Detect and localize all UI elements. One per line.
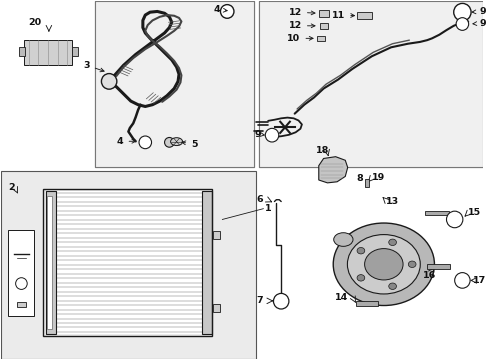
Bar xyxy=(201,191,212,334)
Text: 18: 18 xyxy=(315,146,328,155)
Text: 4: 4 xyxy=(213,5,227,14)
Ellipse shape xyxy=(455,18,468,30)
Ellipse shape xyxy=(346,235,419,294)
Bar xyxy=(355,301,377,306)
Text: 12: 12 xyxy=(288,8,314,17)
Bar xyxy=(24,40,72,65)
Bar xyxy=(212,304,220,312)
Ellipse shape xyxy=(273,293,288,309)
Bar xyxy=(258,1,482,167)
Bar xyxy=(8,230,34,316)
Bar xyxy=(95,1,253,167)
Text: 9: 9 xyxy=(254,130,264,139)
Bar xyxy=(95,1,253,167)
Ellipse shape xyxy=(164,138,174,147)
Ellipse shape xyxy=(139,136,151,149)
Bar xyxy=(424,211,448,215)
Ellipse shape xyxy=(220,5,233,18)
Bar xyxy=(19,47,25,56)
Ellipse shape xyxy=(388,283,396,289)
Bar xyxy=(258,1,482,167)
Text: 10: 10 xyxy=(287,34,312,43)
Ellipse shape xyxy=(388,239,396,246)
Text: 8: 8 xyxy=(356,174,363,183)
Text: 16: 16 xyxy=(422,271,435,280)
Bar xyxy=(47,196,52,329)
Ellipse shape xyxy=(453,3,470,21)
Bar xyxy=(45,191,56,334)
Text: 14: 14 xyxy=(335,293,348,302)
Text: 19: 19 xyxy=(371,173,384,182)
Ellipse shape xyxy=(407,261,415,267)
Text: 3: 3 xyxy=(83,61,104,72)
Text: 2: 2 xyxy=(8,183,15,192)
Bar xyxy=(42,189,212,336)
Bar xyxy=(426,265,449,269)
Ellipse shape xyxy=(101,73,117,89)
Text: 9: 9 xyxy=(472,19,485,28)
Ellipse shape xyxy=(264,129,278,142)
Text: 1: 1 xyxy=(264,204,271,213)
Bar xyxy=(212,231,220,239)
Bar xyxy=(72,47,78,56)
Ellipse shape xyxy=(454,273,469,288)
Ellipse shape xyxy=(446,211,462,228)
Bar xyxy=(316,36,325,41)
Ellipse shape xyxy=(356,247,364,254)
Ellipse shape xyxy=(16,278,27,289)
Text: 7: 7 xyxy=(256,296,263,305)
Bar xyxy=(364,179,368,187)
Text: 12: 12 xyxy=(288,21,314,30)
Text: 6: 6 xyxy=(256,195,263,204)
Ellipse shape xyxy=(170,138,182,145)
Text: 15: 15 xyxy=(467,208,480,217)
Bar xyxy=(0,171,256,359)
Text: 5: 5 xyxy=(182,140,197,149)
Bar xyxy=(357,12,371,19)
Ellipse shape xyxy=(356,275,364,281)
Text: 11: 11 xyxy=(331,10,354,19)
Polygon shape xyxy=(318,157,347,183)
Bar xyxy=(319,23,328,29)
Ellipse shape xyxy=(333,233,352,246)
Text: 9: 9 xyxy=(471,7,485,16)
Text: 20: 20 xyxy=(28,18,41,27)
Text: 13: 13 xyxy=(386,197,399,206)
Text: 17: 17 xyxy=(472,276,485,285)
Bar xyxy=(56,191,207,334)
Text: 4: 4 xyxy=(117,137,136,146)
Ellipse shape xyxy=(364,249,402,280)
Ellipse shape xyxy=(332,223,433,306)
Bar xyxy=(319,10,328,17)
Bar xyxy=(17,302,26,307)
